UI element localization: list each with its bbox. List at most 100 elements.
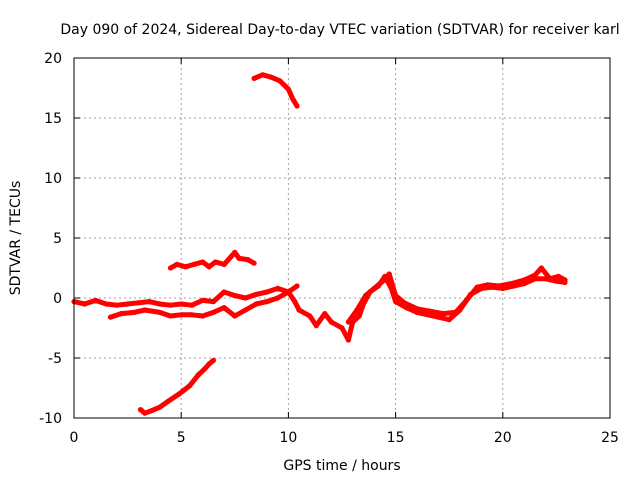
data-point	[328, 319, 334, 325]
data-point	[294, 103, 300, 109]
data-point	[82, 301, 88, 307]
data-point	[453, 309, 459, 315]
data-point	[206, 361, 212, 367]
data-point	[232, 293, 238, 299]
data-point	[232, 249, 238, 255]
data-point	[125, 301, 131, 307]
data-point	[142, 307, 148, 313]
data-point	[189, 312, 195, 318]
data-point	[285, 86, 291, 92]
data-point	[200, 313, 206, 319]
data-point	[435, 314, 442, 320]
data-point	[187, 383, 193, 389]
data-point	[290, 96, 296, 102]
data-point	[107, 314, 113, 320]
data-point	[277, 78, 283, 84]
data-point	[210, 357, 216, 363]
data-point	[275, 295, 281, 301]
series-track-upper	[169, 249, 256, 271]
grid-layer	[74, 58, 610, 418]
data-point	[221, 289, 227, 295]
data-point	[167, 265, 174, 271]
y-tick-label: -10	[39, 411, 62, 427]
data-point	[182, 264, 189, 270]
data-point	[393, 293, 399, 299]
data-point	[191, 261, 197, 267]
data-point	[165, 398, 171, 404]
data-point	[356, 313, 362, 319]
data-point	[137, 407, 144, 413]
data-point	[495, 283, 502, 289]
y-tick-label: 15	[44, 111, 62, 127]
data-point	[264, 289, 270, 295]
data-point	[440, 311, 446, 317]
y-tick-label: -5	[48, 351, 62, 367]
data-point	[296, 307, 302, 313]
chart-title: Day 090 of 2024, Sidereal Day-to-day VTE…	[60, 22, 619, 38]
data-point	[345, 337, 351, 343]
data-point	[345, 319, 351, 325]
data-point	[562, 277, 568, 283]
data-point	[200, 297, 206, 303]
data-point	[401, 300, 407, 306]
data-point	[485, 282, 491, 288]
data-point	[313, 323, 319, 329]
data-point	[285, 289, 291, 295]
series-layer	[71, 72, 568, 416]
data-point	[339, 325, 345, 331]
data-point	[538, 265, 545, 271]
data-point	[210, 309, 216, 315]
data-point	[174, 261, 180, 267]
data-point	[294, 283, 300, 289]
y-tick-label: 0	[53, 291, 62, 307]
data-point	[446, 317, 452, 323]
y-axis-label: SDTVAR / TECUs	[8, 181, 24, 296]
data-point	[206, 264, 212, 270]
data-point	[221, 261, 227, 267]
data-point	[176, 391, 182, 397]
data-point	[371, 285, 377, 291]
data-point	[380, 278, 386, 284]
data-point	[242, 295, 249, 301]
data-point	[245, 257, 251, 263]
data-point	[253, 291, 259, 297]
data-point	[167, 302, 174, 308]
data-point	[386, 271, 392, 277]
data-point	[414, 306, 420, 312]
tick-layer: 0 5 10 15 20 25 -10 -5 0 5 10 15 20	[39, 51, 619, 446]
data-point	[292, 299, 298, 305]
x-tick-label: 0	[70, 430, 79, 446]
data-point	[532, 272, 538, 278]
data-point	[202, 366, 208, 372]
data-point	[508, 281, 514, 287]
data-point	[148, 408, 154, 414]
data-point	[135, 300, 141, 306]
x-axis-label: GPS time / hours	[283, 458, 400, 474]
data-point	[275, 285, 281, 291]
data-point	[195, 372, 201, 378]
x-tick-label: 5	[177, 430, 186, 446]
data-point	[474, 284, 480, 290]
data-point	[236, 255, 242, 261]
data-point	[157, 404, 163, 410]
data-point	[131, 309, 137, 315]
data-point	[157, 301, 163, 307]
x-tick-label: 20	[494, 430, 512, 446]
data-point	[200, 259, 206, 265]
data-point	[178, 312, 184, 318]
data-point	[157, 309, 163, 315]
data-point	[322, 311, 328, 317]
data-point	[555, 273, 562, 279]
data-point	[363, 293, 369, 299]
data-point	[307, 313, 313, 319]
x-tick-label: 15	[387, 430, 405, 446]
data-point	[167, 313, 174, 319]
y-tick-label: 10	[44, 171, 62, 187]
data-point	[260, 72, 266, 78]
data-point	[189, 302, 195, 308]
data-point	[146, 299, 152, 305]
data-point	[178, 301, 184, 307]
data-point	[221, 305, 227, 311]
data-point	[232, 313, 238, 319]
